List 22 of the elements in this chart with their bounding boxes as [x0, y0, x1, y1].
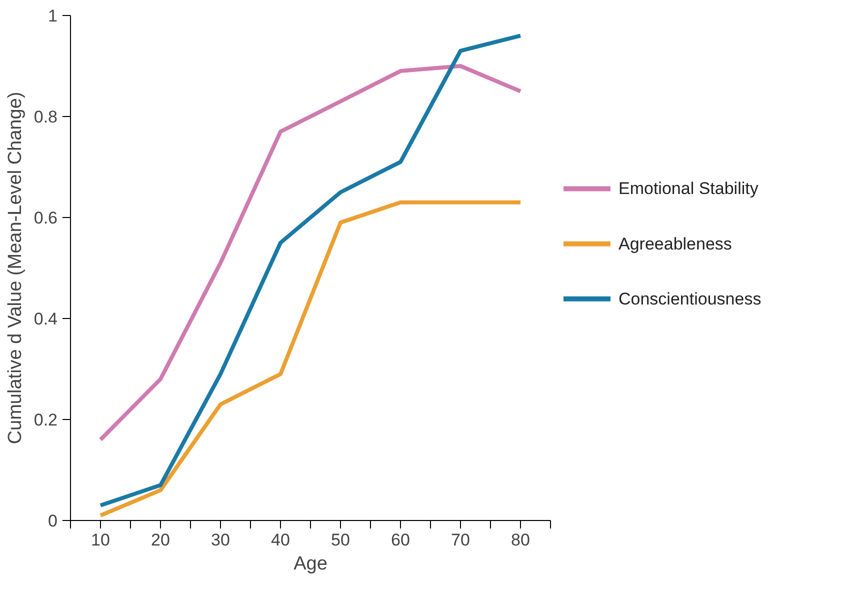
line-series	[98, 34, 522, 508]
legend-label: Agreeableness	[618, 234, 732, 254]
x-tick-label: 30	[211, 530, 230, 550]
x-tick-label: 20	[151, 530, 170, 550]
y-tick-label: 1	[48, 6, 58, 26]
x-tick-label: 60	[391, 530, 410, 550]
x-tick-label: 50	[331, 530, 350, 550]
x-tick-label: 70	[451, 530, 470, 550]
y-tick-label: 0.4	[34, 310, 58, 328]
legend-label: Conscientiousness	[618, 289, 762, 308]
line-series	[98, 64, 522, 442]
legend-label: Emotional Stability	[618, 179, 759, 198]
x-tick-label: 80	[511, 530, 530, 550]
y-tick-label: 0.6	[34, 208, 58, 228]
x-tick-label: 40	[271, 530, 290, 550]
x-axis-title: Age	[294, 554, 328, 574]
line-series	[98, 200, 522, 518]
y-tick-label: 0.8	[34, 108, 58, 126]
x-tick-label: 10	[91, 530, 110, 550]
y-tick-label: 0.2	[34, 410, 58, 430]
y-axis-title: Cumulative d Value (Mean-Level Change)	[4, 92, 26, 444]
y-tick-label: 0	[48, 512, 58, 530]
